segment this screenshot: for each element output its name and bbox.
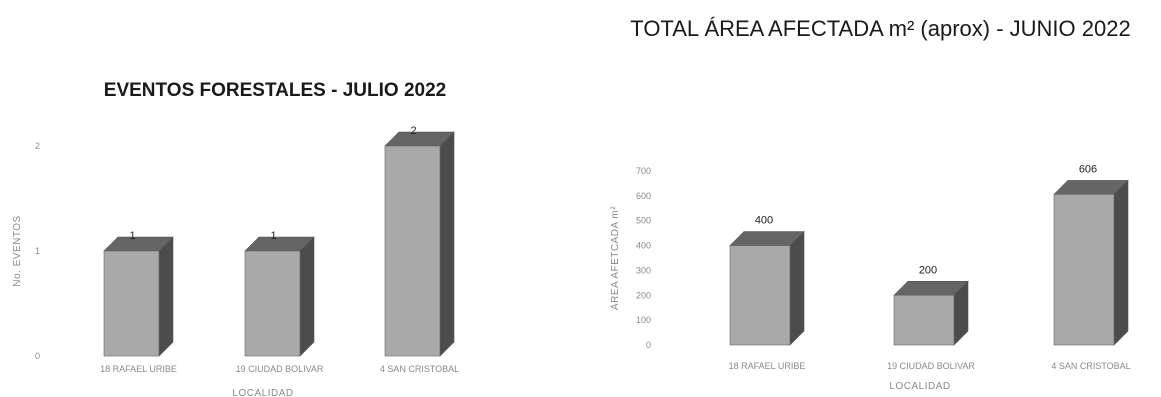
- y-tick-label: 500: [636, 216, 651, 226]
- chart-title: EVENTOS FORESTALES - JULIO 2022: [103, 80, 447, 101]
- y-axis-label: No. EVENTOS: [12, 215, 23, 286]
- y-tick-label: 0: [35, 351, 40, 361]
- y-tick-label: 1: [35, 246, 40, 256]
- bar: [1053, 194, 1115, 346]
- category-label: 19 CIUDAD BOLIVAR: [887, 361, 975, 371]
- bar-side: [299, 236, 315, 357]
- y-tick-label: 300: [636, 265, 651, 275]
- bar: [729, 245, 791, 346]
- y-tick-label: 700: [636, 166, 651, 176]
- chart-plot: 0 100 200 300 400 500 600 700 ÁREA AFETCADA m² LO…: [608, 163, 1131, 392]
- chart-plot: 0 1 2 No. EVENTOS LOCALIDAD 1 18 RAFAEL URIBE 1…: [12, 125, 459, 397]
- y-tick-label: 0: [646, 340, 651, 350]
- bar: [103, 250, 160, 357]
- y-tick-label: 200: [636, 290, 651, 300]
- x-axis-label: LOCALIDAD: [889, 381, 950, 392]
- bar-side: [1113, 179, 1129, 346]
- data-label: 1: [129, 230, 135, 242]
- category-label: 18 RAFAEL URIBE: [100, 364, 177, 374]
- bar: [384, 145, 441, 357]
- chart-eventos-forestales: EVENTOS FORESTALES - JULIO 2022 0 1 2 No. E…: [0, 0, 580, 397]
- y-tick-label: 400: [636, 241, 651, 251]
- chart-title: TOTAL ÁREA AFECTADA m² (aprox) - JUNIO 2…: [630, 16, 1131, 41]
- data-label: 2: [410, 125, 416, 137]
- bar: [893, 294, 955, 346]
- data-label: 200: [919, 264, 937, 276]
- y-tick-label: 600: [636, 191, 651, 201]
- bar-side: [439, 131, 455, 357]
- category-label: 4 SAN CRISTOBAL: [380, 364, 459, 374]
- chart-area-afectada: TOTAL ÁREA AFECTADA m² (aprox) - JUNIO 2…: [580, 0, 1161, 397]
- data-label: 606: [1079, 163, 1097, 175]
- category-label: 4 SAN CRISTOBAL: [1051, 361, 1130, 371]
- y-axis-label: ÁREA AFETCADA m²: [608, 206, 621, 310]
- bar: [244, 250, 301, 357]
- bar-side: [158, 236, 174, 357]
- y-tick-label: 2: [35, 141, 40, 151]
- data-label: 1: [270, 230, 276, 242]
- category-label: 18 RAFAEL URIBE: [729, 361, 806, 371]
- x-axis-label: LOCALIDAD: [232, 388, 293, 397]
- data-label: 400: [755, 215, 773, 227]
- y-tick-label: 100: [636, 315, 651, 325]
- bar-side: [789, 230, 805, 346]
- category-label: 19 CIUDAD BOLIVAR: [236, 364, 324, 374]
